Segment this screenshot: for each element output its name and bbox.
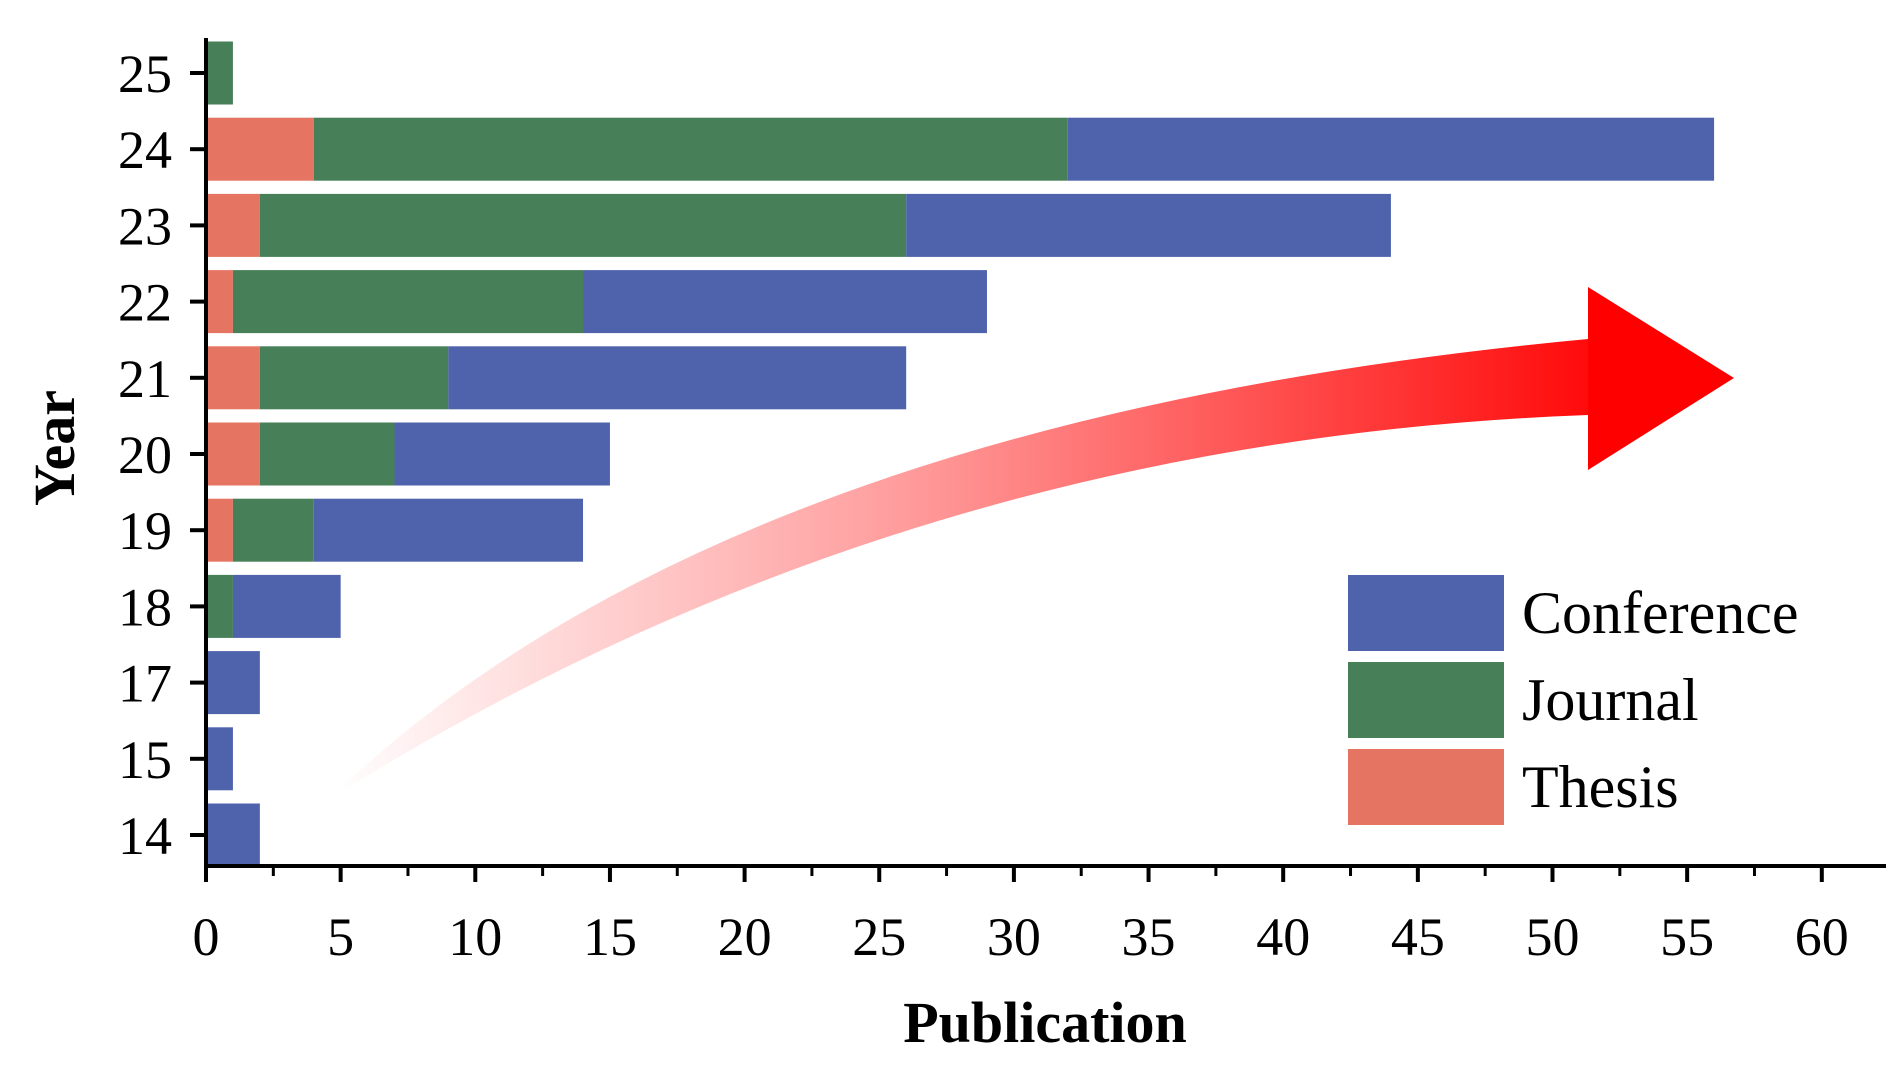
bar-conference-21 bbox=[448, 346, 907, 410]
y-tick-label-21: 21 bbox=[118, 349, 172, 409]
y-tick-label-22: 22 bbox=[118, 273, 172, 333]
bar-thesis-22 bbox=[206, 270, 233, 334]
bar-conference-14 bbox=[206, 803, 260, 867]
bar-conference-19 bbox=[313, 498, 584, 562]
y-tick-label-17: 17 bbox=[118, 654, 172, 714]
bar-thesis-20 bbox=[206, 422, 260, 486]
x-tick-label-45: 45 bbox=[1391, 907, 1445, 967]
bar-conference-22 bbox=[583, 270, 987, 334]
legend-label-journal: Journal bbox=[1522, 667, 1699, 733]
bar-conference-18 bbox=[232, 574, 341, 638]
bar-thesis-21 bbox=[206, 346, 260, 410]
bar-conference-15 bbox=[206, 727, 233, 791]
bar-thesis-23 bbox=[206, 193, 260, 257]
bar-journal-20 bbox=[259, 422, 395, 486]
bar-conference-20 bbox=[394, 422, 610, 486]
legend: Conference Journal Thesis bbox=[1348, 575, 1799, 825]
legend-label-thesis: Thesis bbox=[1522, 754, 1679, 820]
x-axis-title: Publication bbox=[903, 990, 1187, 1055]
x-tick-label-20: 20 bbox=[718, 907, 772, 967]
y-tick-label-19: 19 bbox=[118, 501, 172, 561]
x-tick-label-5: 5 bbox=[327, 907, 354, 967]
y-tick-label-23: 23 bbox=[118, 196, 172, 256]
bar-conference-23 bbox=[906, 193, 1391, 257]
legend-swatch-conference bbox=[1348, 575, 1504, 651]
trend-arrow-head bbox=[1588, 287, 1734, 470]
bar-journal-25 bbox=[206, 41, 233, 105]
x-tick-label-40: 40 bbox=[1256, 907, 1310, 967]
bars-layer bbox=[206, 41, 1715, 867]
bar-journal-23 bbox=[259, 193, 907, 257]
bar-journal-21 bbox=[259, 346, 449, 410]
axes-layer: 0 5 10 15 20 25 30 35 40 45 50 55 60 14 15 17 18 19 20 21 22… bbox=[118, 38, 1886, 967]
y-tick-label-25: 25 bbox=[118, 44, 172, 104]
bar-thesis-19 bbox=[206, 498, 233, 562]
x-tick-label-25: 25 bbox=[852, 907, 906, 967]
y-tick-label-14: 14 bbox=[118, 806, 172, 866]
y-tick-label-15: 15 bbox=[118, 730, 172, 790]
trend-arrow bbox=[328, 287, 1734, 800]
x-tick-label-35: 35 bbox=[1122, 907, 1176, 967]
bar-journal-22 bbox=[232, 270, 584, 334]
bar-journal-18 bbox=[206, 574, 233, 638]
x-tick-label-30: 30 bbox=[987, 907, 1041, 967]
y-tick-label-24: 24 bbox=[118, 120, 172, 180]
x-tick-label-15: 15 bbox=[583, 907, 637, 967]
bar-thesis-24 bbox=[206, 117, 314, 181]
x-tick-label-0: 0 bbox=[193, 907, 220, 967]
bar-conference-24 bbox=[1067, 117, 1715, 181]
legend-swatch-thesis bbox=[1348, 749, 1504, 825]
x-tick-label-60: 60 bbox=[1795, 907, 1849, 967]
trend-arrow-body bbox=[328, 339, 1588, 800]
legend-label-conference: Conference bbox=[1522, 580, 1799, 646]
y-tick-label-20: 20 bbox=[118, 425, 172, 485]
bar-journal-19 bbox=[232, 498, 314, 562]
bar-conference-17 bbox=[206, 651, 260, 715]
x-tick-label-50: 50 bbox=[1526, 907, 1580, 967]
x-tick-label-55: 55 bbox=[1660, 907, 1714, 967]
bar-journal-24 bbox=[313, 117, 1068, 181]
legend-swatch-journal bbox=[1348, 662, 1504, 738]
x-tick-label-10: 10 bbox=[448, 907, 502, 967]
y-tick-label-18: 18 bbox=[118, 577, 172, 637]
y-axis-title: Year bbox=[22, 390, 87, 506]
